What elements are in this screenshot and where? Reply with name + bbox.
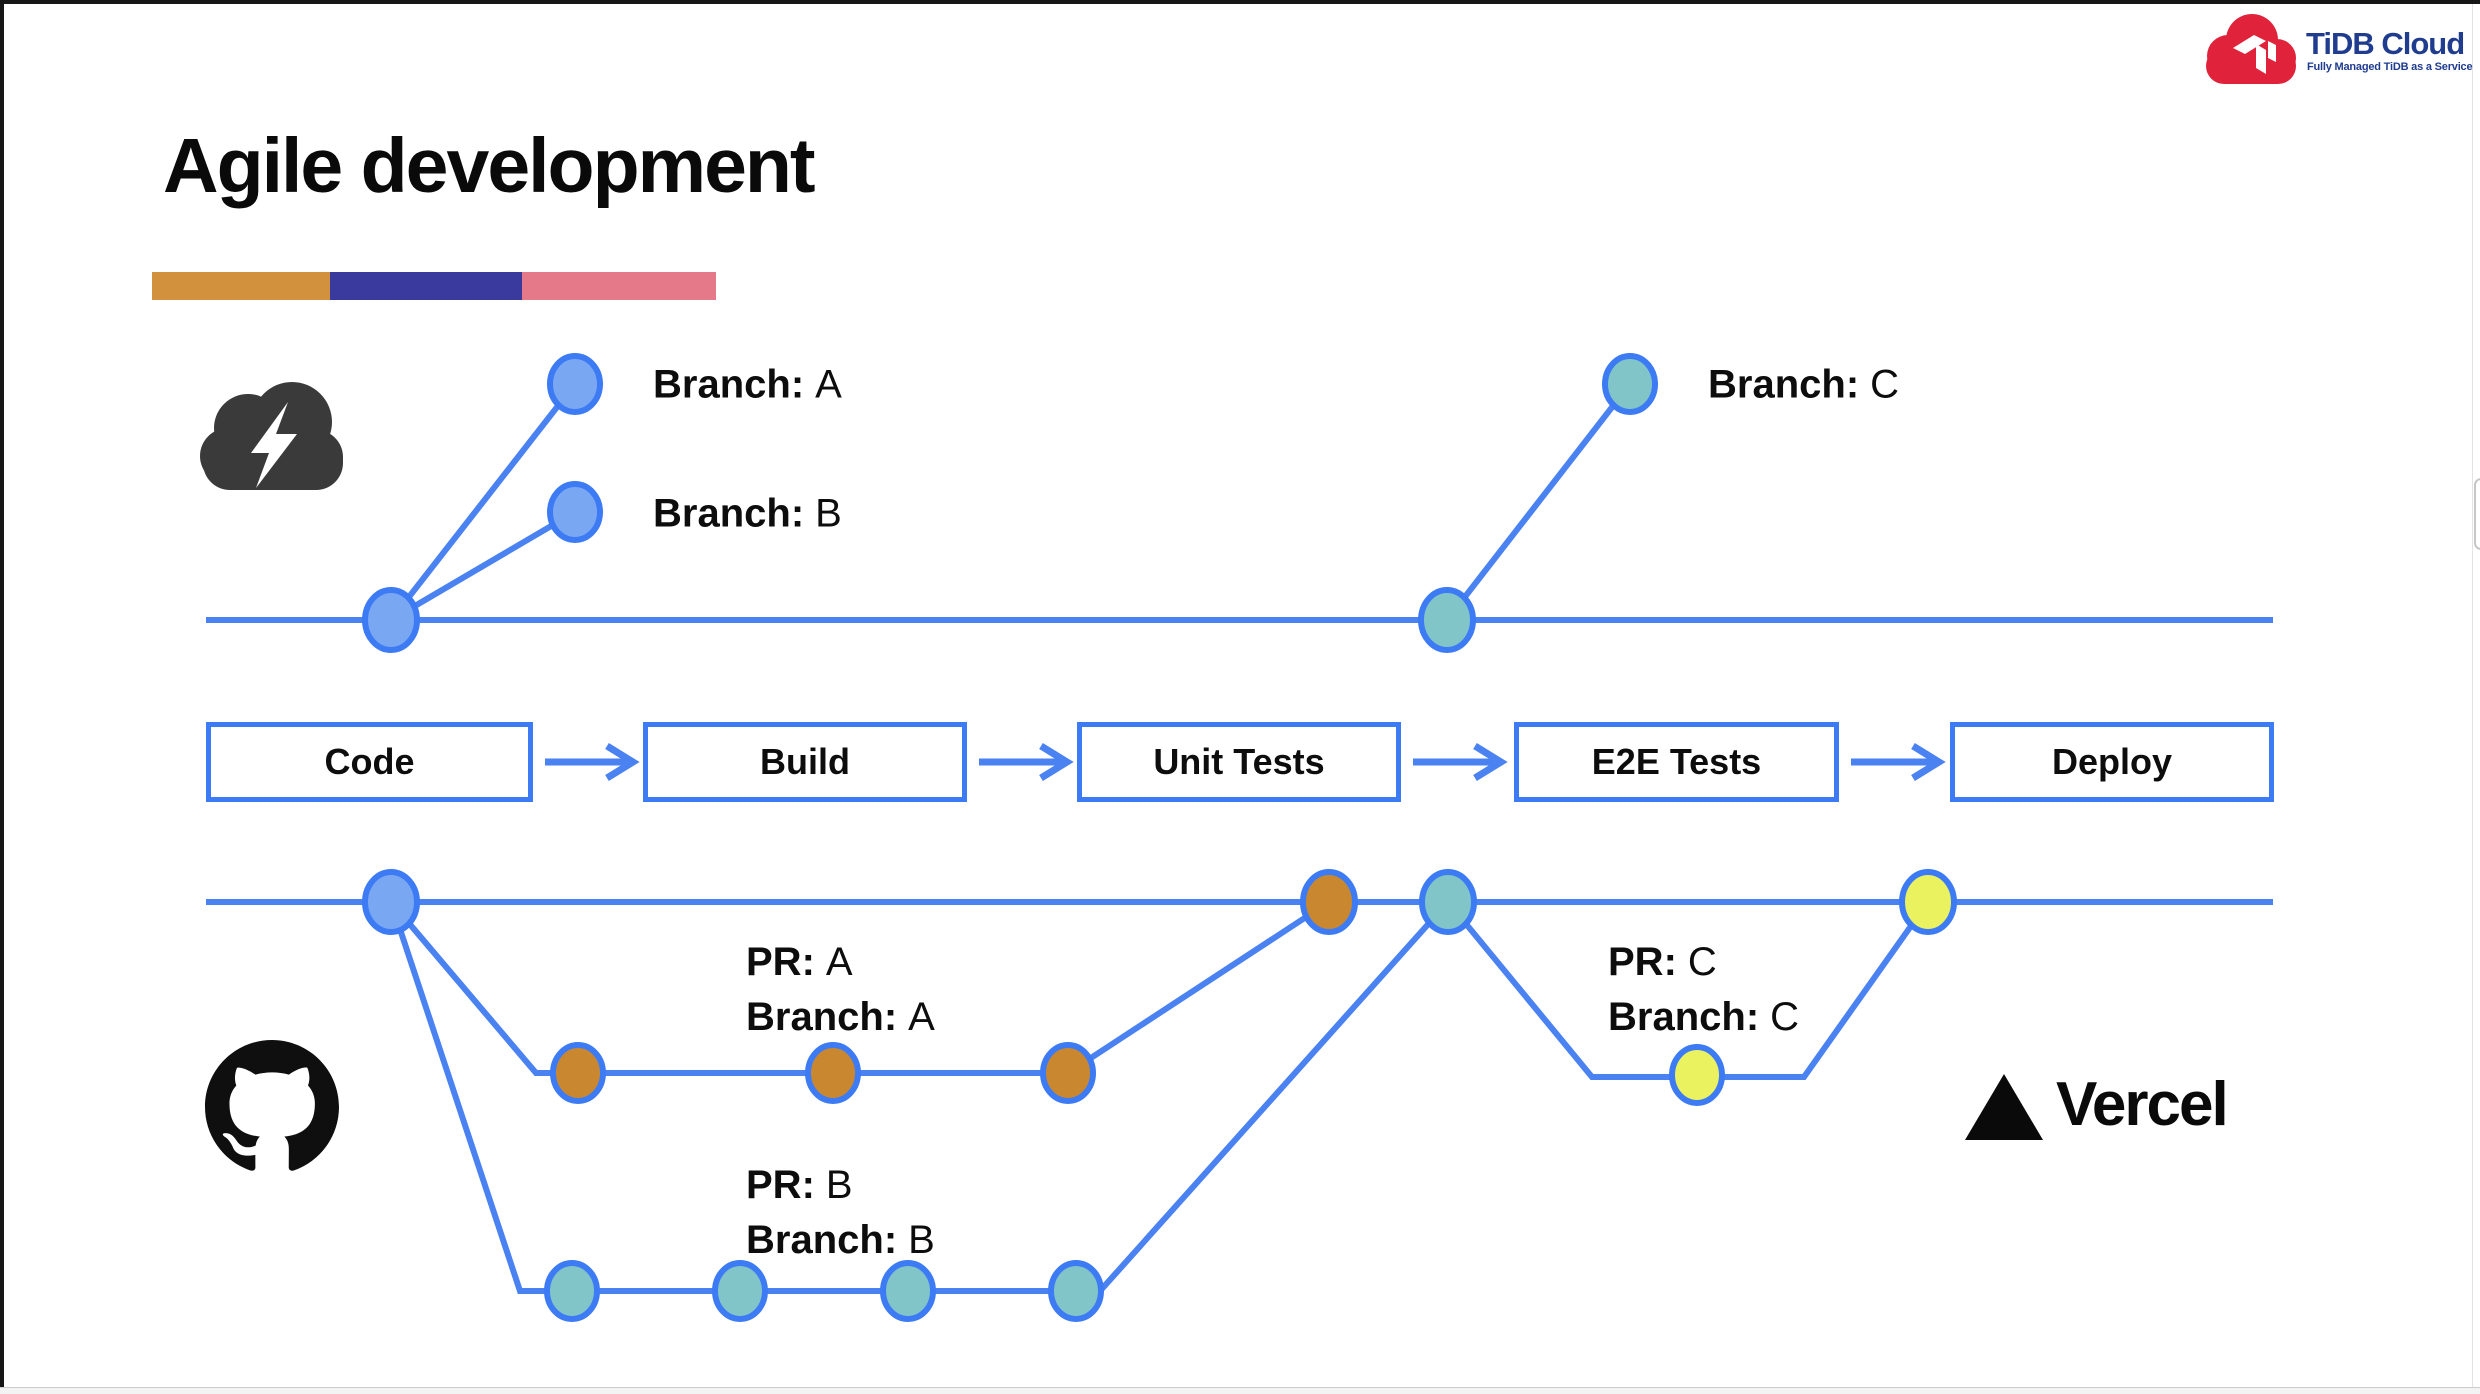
pipeline-step-unit-tests-label: Unit Tests — [1153, 741, 1325, 782]
accent-bar-indigo — [330, 272, 522, 300]
arrow-head-2 — [1039, 743, 1074, 781]
commit-node-branch-a — [547, 353, 603, 415]
pr-c-label-block: PR: C Branch: C — [1608, 935, 1799, 1045]
pr-c-value: C — [1687, 940, 1717, 984]
pr-a-prefix: PR: — [746, 940, 815, 984]
branch-b-label-prefix: Branch: — [653, 491, 805, 536]
pr-b-branch-prefix: Branch: — [746, 1218, 898, 1262]
pr-c-line: PR: C — [1608, 935, 1799, 990]
pr-b-label-block: PR: B Branch: B — [746, 1158, 935, 1268]
pipeline-step-build-label: Build — [760, 741, 850, 782]
pr-a-line — [388, 899, 1331, 1076]
commit-node-merge-c — [1899, 869, 1957, 935]
commit-node-a1 — [550, 1042, 606, 1104]
branch-c-label-prefix: Branch: — [1708, 362, 1860, 407]
commit-node-a3 — [1040, 1042, 1096, 1104]
commit-node-branch-c — [1602, 353, 1658, 415]
branch-c-label-value: C — [1870, 362, 1900, 407]
pr-b-branch-line: Branch: B — [746, 1213, 935, 1268]
pr-c-branch-value: C — [1770, 995, 1800, 1039]
pr-a-branch-prefix: Branch: — [746, 995, 898, 1039]
branch-b-label-value: B — [815, 491, 842, 536]
pipeline-step-unit-tests: Unit Tests — [1077, 722, 1401, 802]
accent-bar-rose — [522, 272, 716, 300]
window-right-edge — [2472, 4, 2473, 1387]
commit-node-b4 — [1048, 1260, 1104, 1322]
commit-node-fork-bottom — [362, 869, 420, 935]
pipeline-step-build: Build — [643, 722, 967, 802]
accent-bar-orange — [152, 272, 330, 300]
commit-node-fork-top — [362, 587, 420, 653]
vercel-triangle-icon — [1965, 1074, 2043, 1140]
pipeline-step-e2e-tests: E2E Tests — [1514, 722, 1839, 802]
window-top-edge — [0, 0, 2480, 4]
pr-c-branch-prefix: Branch: — [1608, 995, 1760, 1039]
pipeline-step-code: Code — [206, 722, 533, 802]
branch-a-line — [388, 382, 578, 622]
tidb-cloud-icon — [2206, 14, 2296, 84]
window-left-edge — [0, 0, 4, 1394]
branch-a-label-prefix: Branch: — [653, 362, 805, 407]
lightning-cloud-icon — [200, 382, 343, 490]
commit-node-branch-b — [547, 481, 603, 543]
commit-node-fork-c — [1418, 587, 1476, 653]
pr-b-value: B — [825, 1163, 853, 1207]
pr-a-line: PR: A — [746, 935, 935, 990]
window-bottom-edge — [0, 1387, 2480, 1394]
branch-a-label-value: A — [815, 362, 842, 407]
commit-node-b3 — [880, 1260, 936, 1322]
pr-a-label-block: PR: A Branch: A — [746, 935, 935, 1045]
pr-a-branch-value: A — [908, 995, 935, 1039]
pr-b-line — [388, 899, 1451, 1294]
scrollbar-thumb[interactable] — [2474, 478, 2480, 550]
branch-c-line — [1444, 382, 1633, 622]
github-icon — [205, 1040, 339, 1171]
commit-node-b2 — [712, 1260, 768, 1322]
arrow-head-1 — [605, 743, 640, 781]
commit-node-merge-b — [1419, 869, 1477, 935]
tidb-brand-name: TiDB Cloud — [2306, 26, 2465, 61]
branch-c-label: Branch: C — [1708, 363, 1899, 408]
title-accent-bar — [152, 272, 716, 300]
pr-c-branch-line: Branch: C — [1608, 990, 1799, 1045]
pr-b-line: PR: B — [746, 1158, 935, 1213]
arrow-head-3 — [1473, 743, 1508, 781]
pr-b-prefix: PR: — [746, 1163, 815, 1207]
pipeline-arrows — [545, 743, 1946, 781]
pipeline-step-deploy-label: Deploy — [2051, 741, 2173, 782]
pr-c-prefix: PR: — [1608, 940, 1677, 984]
tidb-brand-tagline: Fully Managed TiDB as a Service — [2307, 61, 2473, 73]
arrow-head-4 — [1911, 743, 1946, 781]
branch-b-label: Branch: B — [653, 492, 842, 537]
vercel-logo: Vercel — [1962, 1068, 2229, 1140]
pr-a-branch-line: Branch: A — [746, 990, 935, 1045]
pr-b-branch-value: B — [908, 1218, 935, 1262]
commit-node-b1 — [544, 1260, 600, 1322]
commit-node-merge-a — [1300, 869, 1358, 935]
vercel-wordmark: Vercel — [2056, 1069, 2229, 1139]
commit-node-c1 — [1669, 1044, 1725, 1106]
branch-b-line — [389, 509, 577, 623]
page-title: Agile development — [163, 123, 816, 209]
branch-a-label: Branch: A — [653, 363, 842, 408]
commit-node-a2 — [805, 1042, 861, 1104]
pipeline-step-e2e-tests-label: E2E Tests — [1591, 741, 1762, 782]
pipeline-step-code-label: Code — [324, 741, 415, 782]
pr-a-value: A — [825, 940, 853, 984]
pipeline-step-deploy: Deploy — [1950, 722, 2274, 802]
